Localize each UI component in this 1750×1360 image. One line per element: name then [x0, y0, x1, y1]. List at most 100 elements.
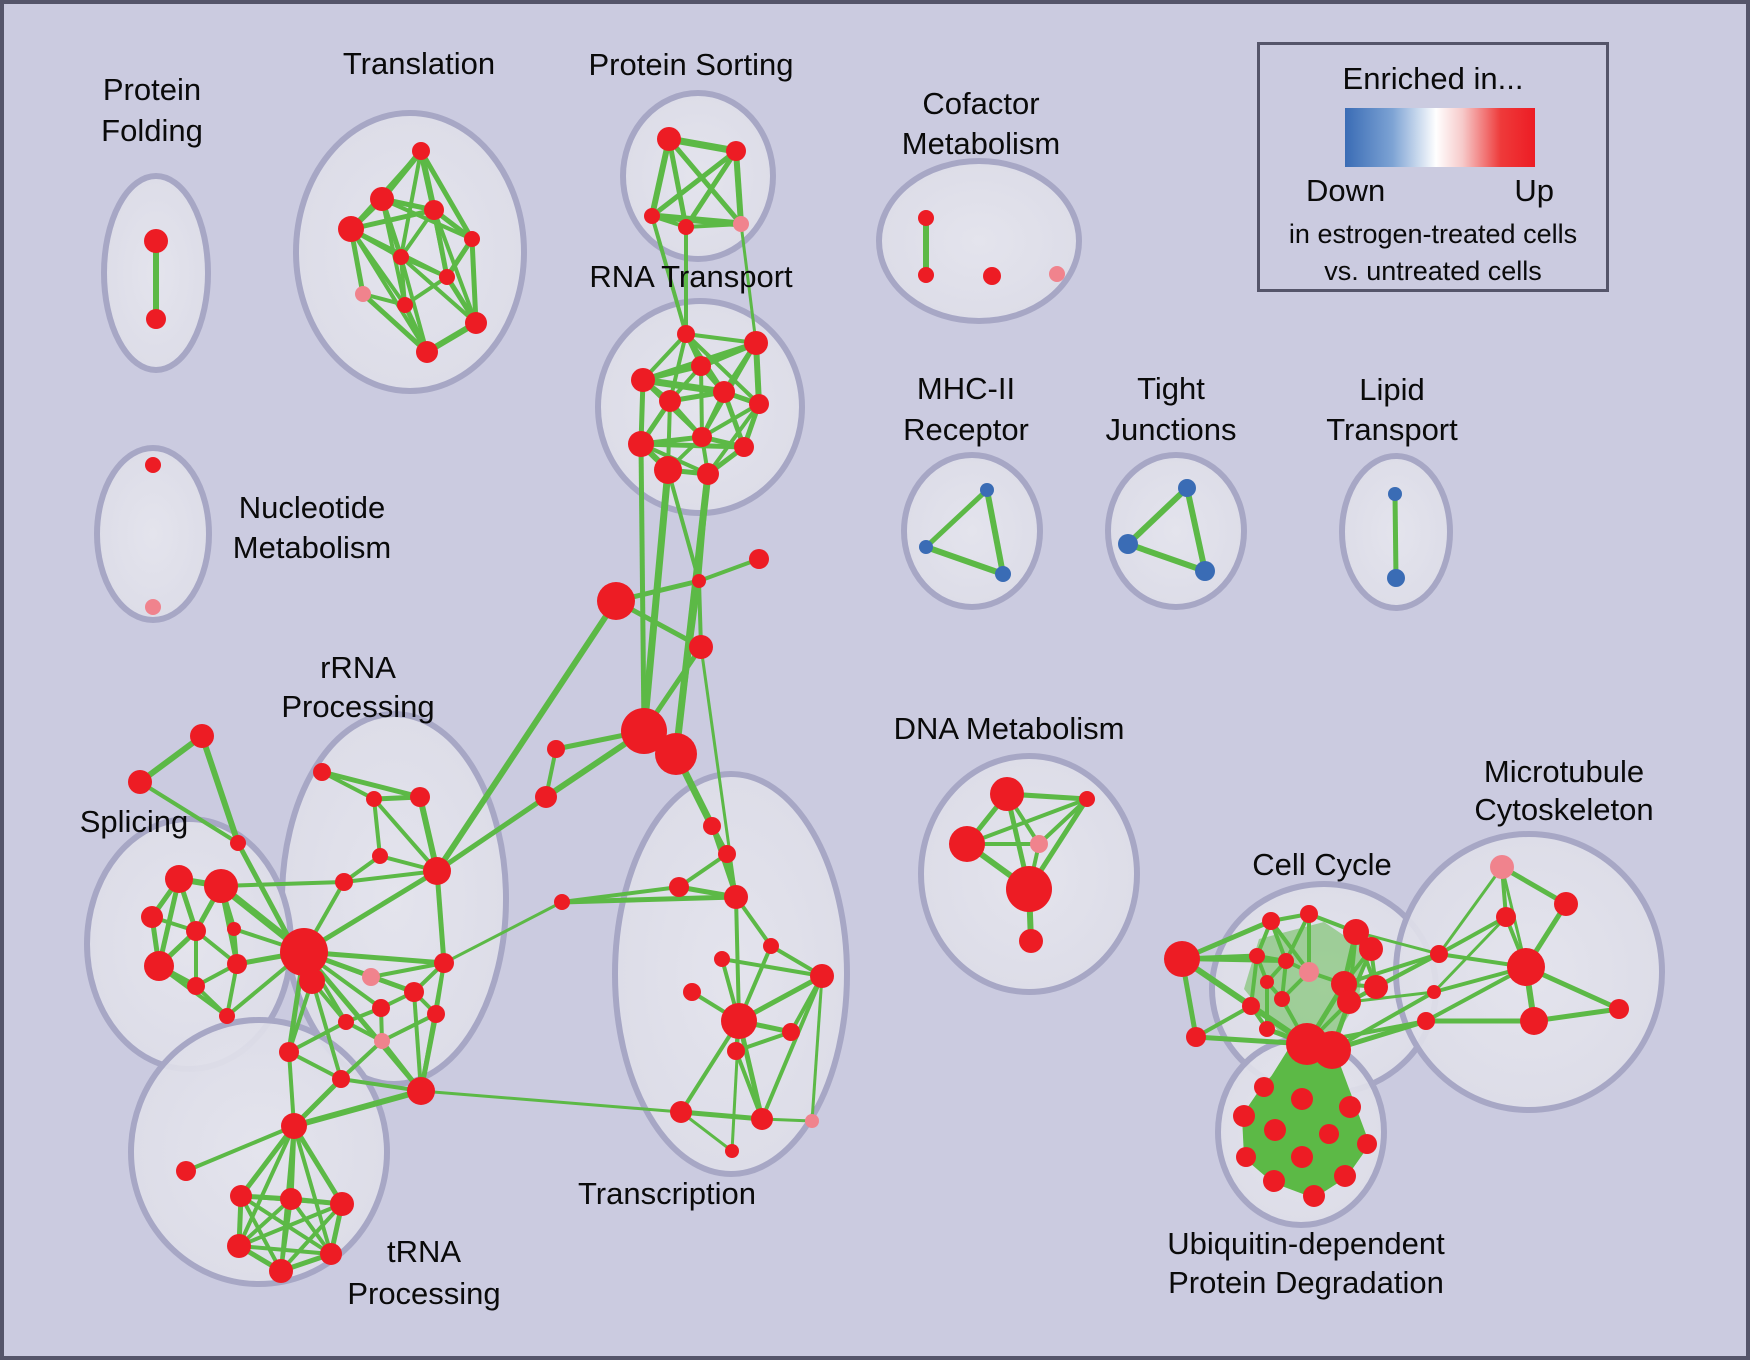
- label-layer: Protein Folding Translation Protein Sorting…: [80, 46, 1654, 1311]
- edge-rr6-rrh: [302, 868, 439, 955]
- node-x12: [727, 1042, 745, 1060]
- cluster-label-nm-line1: Nucleotide: [239, 490, 385, 525]
- node-rt1: [677, 325, 695, 343]
- edge-d2-d4: [1037, 797, 1089, 846]
- legend-down-label: Down: [1306, 173, 1386, 208]
- node-sp7: [227, 954, 247, 974]
- edge-x12-x14: [734, 1050, 764, 1120]
- node-cf4: [1049, 266, 1065, 282]
- node-c12: [1260, 975, 1274, 989]
- legend-subtitle-line1: in estrogen-treated cells: [1288, 219, 1578, 249]
- cluster-label-lt-line2: Transport: [1326, 412, 1458, 447]
- node-rp3: [404, 982, 424, 1002]
- node-ps3: [644, 208, 660, 224]
- node-c3: [1262, 912, 1280, 930]
- edge-rt12-j1: [697, 473, 710, 582]
- cluster-label-x-line1: Transcription: [578, 1176, 756, 1211]
- node-q7: [320, 1243, 342, 1265]
- edge-rp10-rp11: [293, 1088, 422, 1129]
- cluster-label-c-line1: Cell Cycle: [1252, 847, 1392, 882]
- edge-rt9-ch1: [638, 443, 647, 732]
- edge-rp11-q6: [237, 1125, 296, 1247]
- node-sp8: [187, 977, 205, 995]
- node-nm1: [145, 457, 161, 473]
- edge-ps4-ps5: [685, 222, 742, 229]
- node-cf2: [918, 267, 934, 283]
- node-c15: [1259, 1021, 1275, 1037]
- node-u7: [1357, 1134, 1377, 1154]
- node-d5: [1006, 866, 1052, 912]
- node-rr1: [313, 763, 331, 781]
- node-u4: [1233, 1105, 1255, 1127]
- node-mhc2: [919, 540, 933, 554]
- node-rt8: [692, 427, 712, 447]
- cluster-label-q-line1: tRNA: [387, 1234, 461, 1269]
- edge-x13-x14: [680, 1109, 763, 1122]
- node-t2: [370, 187, 394, 211]
- node-u9: [1291, 1146, 1313, 1168]
- node-t10: [465, 312, 487, 334]
- edge-ps3-ps5: [651, 212, 742, 228]
- legend-title: Enriched in...: [1342, 61, 1524, 96]
- node-mc2: [1554, 892, 1578, 916]
- node-lt1: [1388, 487, 1402, 501]
- cluster-label-tj-line2: Junctions: [1106, 412, 1237, 447]
- edge-rt3-rt8: [699, 365, 704, 438]
- edge-mc5-mc6: [1533, 1006, 1620, 1024]
- node-t4: [338, 216, 364, 242]
- node-t3: [424, 200, 444, 220]
- node-m3: [689, 635, 713, 659]
- edge-rr1-rr3: [321, 769, 421, 800]
- node-mc5: [1520, 1007, 1548, 1035]
- node-rp8: [279, 1042, 299, 1062]
- node-rt4: [631, 368, 655, 392]
- edge-d2-d3: [966, 797, 1088, 846]
- node-u3: [1339, 1096, 1361, 1118]
- edge-t6-t11: [399, 256, 429, 353]
- edge-t3-t4: [350, 207, 435, 232]
- edge-rp1-rp2: [370, 961, 445, 979]
- cluster-label-pf-line1: Protein: [103, 72, 201, 107]
- node-q5: [330, 1192, 354, 1216]
- edge-rt1-rt7: [684, 332, 761, 406]
- node-q3: [230, 1185, 252, 1207]
- node-pf2: [146, 309, 166, 329]
- node-c18: [1337, 990, 1361, 1014]
- edge-x8-x15: [810, 975, 824, 1122]
- edge-rp11-q3: [239, 1124, 296, 1198]
- edge-rp3-rp10: [412, 991, 423, 1092]
- node-c5: [1343, 919, 1369, 945]
- legend-endpoint-labels: Down Up: [1306, 173, 1554, 209]
- edge-rt9-rt10: [640, 441, 745, 450]
- node-q6: [227, 1234, 251, 1258]
- node-x4: [724, 885, 748, 909]
- edge-q4-q8: [279, 1198, 293, 1272]
- node-st1: [190, 724, 214, 748]
- node-u12: [1303, 1185, 1325, 1207]
- edge-rp7-rp9: [339, 1039, 384, 1081]
- node-tj3: [1195, 561, 1215, 581]
- edge-q5-q6: [238, 1202, 343, 1248]
- edge-t6-t7: [400, 255, 448, 279]
- edge-x8-x14: [760, 975, 824, 1120]
- node-rt3: [691, 356, 711, 376]
- legend-up-label: Up: [1514, 173, 1554, 208]
- edge-x4-x5: [561, 894, 737, 905]
- node-rt12: [697, 463, 719, 485]
- cluster-label-u-line1: Ubiquitin-dependent: [1167, 1226, 1445, 1261]
- node-t9: [397, 297, 413, 313]
- node-q2: [176, 1161, 196, 1181]
- edge-rt4-rt5: [642, 376, 725, 396]
- edge-x7-x8: [721, 957, 823, 978]
- edge-t6-t10: [399, 255, 478, 325]
- node-rr2: [366, 791, 382, 807]
- node-x10: [721, 1003, 757, 1039]
- edge-k2-mc3: [1432, 915, 1508, 994]
- node-rt2: [744, 331, 768, 355]
- edge-st2-st3: [138, 780, 240, 845]
- edge-c5-k1: [1355, 930, 1440, 956]
- edge-rr5-rr6: [343, 869, 438, 884]
- node-rt7: [749, 394, 769, 414]
- cluster-label-ps-line1: Protein Sorting: [588, 47, 793, 82]
- node-c4: [1300, 905, 1318, 923]
